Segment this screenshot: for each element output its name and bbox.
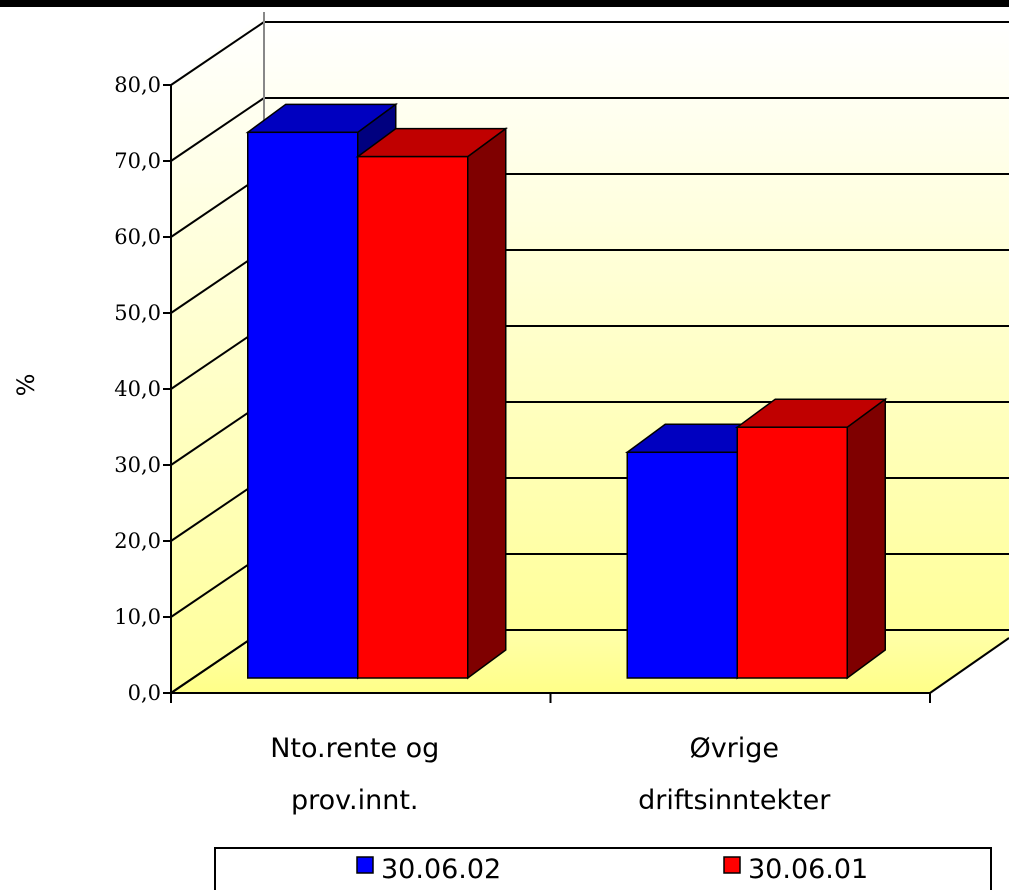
x-tick-label: driftsinntekter xyxy=(638,785,831,816)
y-tick-label: 50,0 xyxy=(114,301,161,325)
y-tick-label: 10,0 xyxy=(114,605,161,629)
gridline-side xyxy=(170,21,265,86)
bar-0-1 xyxy=(355,127,509,680)
bar-front xyxy=(357,155,469,679)
back-wall-top xyxy=(264,12,1009,22)
gridline-side xyxy=(170,97,265,162)
x-tick-label: prov.innt. xyxy=(291,785,419,816)
legend-label: 30.06.02 xyxy=(381,854,501,885)
y-tick-label: 20,0 xyxy=(114,529,161,553)
y-tick-label: 80,0 xyxy=(114,73,161,97)
y-tick-label: 60,0 xyxy=(114,225,161,249)
bar-side xyxy=(467,127,507,680)
x-tick-label: Øvrige xyxy=(689,733,779,764)
y-tick-label: 70,0 xyxy=(114,149,161,173)
y-axis-label: % xyxy=(12,374,40,397)
legend-swatch xyxy=(723,856,741,874)
bar-side xyxy=(846,397,886,680)
x-tick-label: Nto.rente og xyxy=(270,733,439,764)
bar-front xyxy=(247,131,359,679)
floor-edge-right xyxy=(929,637,1009,694)
plot-area: 0,0 10,0 20,0 30,0 40,0 50,0 60,0 70,0 80,0 Nto.r… xyxy=(114,12,1009,816)
y-tick-label: 30,0 xyxy=(114,453,161,477)
bar-front xyxy=(626,451,738,679)
legend-swatch xyxy=(356,856,374,874)
y-tick-label: 0,0 xyxy=(128,681,161,705)
y-tick-label: 40,0 xyxy=(114,377,161,401)
legend: 30.06.02 30.06.01 xyxy=(214,847,992,890)
bar-front xyxy=(736,426,848,679)
legend-label: 30.06.01 xyxy=(748,854,868,885)
top-rule xyxy=(0,0,1009,7)
bar-1-1 xyxy=(734,397,888,680)
side-wall xyxy=(171,12,264,693)
legend-box xyxy=(214,847,992,890)
